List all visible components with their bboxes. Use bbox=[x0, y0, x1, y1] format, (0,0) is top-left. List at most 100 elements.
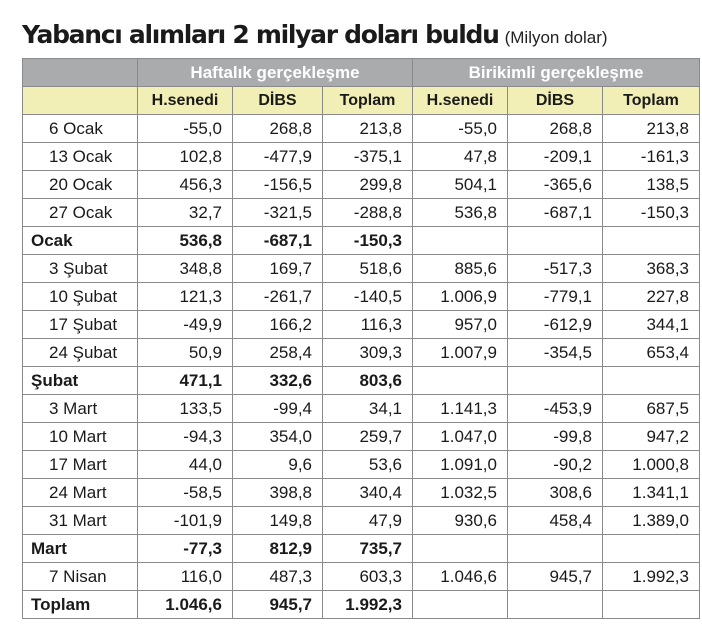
table-row: 24 Şubat 50,9 258,4 309,3 1.007,9 -354,5 653,4 bbox=[22, 338, 700, 367]
table-cell: -94,3 bbox=[137, 422, 233, 451]
table-cell: -779,1 bbox=[507, 282, 603, 311]
table-cell: -321,5 bbox=[232, 198, 323, 227]
row-label: 7 Nisan bbox=[22, 562, 138, 591]
table-cell: 149,8 bbox=[232, 506, 323, 535]
table-cell: 332,6 bbox=[232, 366, 323, 395]
table-cell: 344,1 bbox=[602, 310, 700, 339]
table-cell: 44,0 bbox=[137, 450, 233, 479]
table-cell: 133,5 bbox=[137, 394, 233, 423]
table-cell: 398,8 bbox=[232, 478, 323, 507]
table-cell: -55,0 bbox=[412, 114, 508, 143]
table-cell: 268,8 bbox=[507, 114, 603, 143]
row-label: Şubat bbox=[22, 366, 138, 395]
table-cell: -101,9 bbox=[137, 506, 233, 535]
table-cell: -517,3 bbox=[507, 254, 603, 283]
table-cell bbox=[602, 590, 700, 619]
table-cell: 213,8 bbox=[322, 114, 413, 143]
table-cell: 487,3 bbox=[232, 562, 323, 591]
table-cell: 518,6 bbox=[322, 254, 413, 283]
table-total-row: Şubat 471,1 332,6 803,6 bbox=[22, 366, 700, 395]
row-label: 17 Mart bbox=[22, 450, 138, 479]
table-cell: 1.141,3 bbox=[412, 394, 508, 423]
table-cell bbox=[412, 366, 508, 395]
table-row: 13 Ocak 102,8 -477,9 -375,1 47,8 -209,1 -161,3 bbox=[22, 142, 700, 171]
subtitle: (Milyon dolar) bbox=[504, 28, 608, 47]
column-header-row: H.senedi DİBS Toplam H.senedi DİBS Topla… bbox=[22, 86, 700, 115]
table-cell: 102,8 bbox=[137, 142, 233, 171]
table-cell: 166,2 bbox=[232, 310, 323, 339]
table-cell: 1.032,5 bbox=[412, 478, 508, 507]
table-cell: 53,6 bbox=[322, 450, 413, 479]
table-cell: 1.046,6 bbox=[137, 590, 233, 619]
table-cell: 50,9 bbox=[137, 338, 233, 367]
table-cell: 653,4 bbox=[602, 338, 700, 367]
table-cell: 1.007,9 bbox=[412, 338, 508, 367]
row-label: 13 Ocak bbox=[22, 142, 138, 171]
table-cell: -354,5 bbox=[507, 338, 603, 367]
table-cell: 34,1 bbox=[322, 394, 413, 423]
document: Yabancı alımları 2 milyar doları buldu (M… bbox=[22, 14, 700, 619]
row-label: 6 Ocak bbox=[22, 114, 138, 143]
table-cell: 354,0 bbox=[232, 422, 323, 451]
table-cell: 456,3 bbox=[137, 170, 233, 199]
row-label: 20 Ocak bbox=[22, 170, 138, 199]
table-cell: 1.091,0 bbox=[412, 450, 508, 479]
table-row: 10 Şubat 121,3 -261,7 -140,5 1.006,9 -779,1 22… bbox=[22, 282, 700, 311]
table-cell: 116,0 bbox=[137, 562, 233, 591]
table-cell: 121,3 bbox=[137, 282, 233, 311]
table-cell: 1.992,3 bbox=[322, 590, 413, 619]
table-cell: 504,1 bbox=[412, 170, 508, 199]
column-header: H.senedi bbox=[412, 86, 508, 115]
table-cell: 299,8 bbox=[322, 170, 413, 199]
table-cell bbox=[602, 366, 700, 395]
table-cell: -156,5 bbox=[232, 170, 323, 199]
table-cell: -150,3 bbox=[602, 198, 700, 227]
table-cell: 735,7 bbox=[322, 534, 413, 563]
table-cell: 340,4 bbox=[322, 478, 413, 507]
table-cell: -161,3 bbox=[602, 142, 700, 171]
table-cell: 812,9 bbox=[232, 534, 323, 563]
table-cell: 1.992,3 bbox=[602, 562, 700, 591]
table-row: 3 Şubat 348,8 169,7 518,6 885,6 -517,3 368,3 bbox=[22, 254, 700, 283]
table-body: 6 Ocak -55,0 268,8 213,8 -55,0 268,8 213,8 13 O… bbox=[22, 114, 700, 619]
title-row: Yabancı alımları 2 milyar doları buldu (M… bbox=[22, 14, 699, 58]
column-header: H.senedi bbox=[137, 86, 233, 115]
table-cell: -612,9 bbox=[507, 310, 603, 339]
row-label: 3 Şubat bbox=[22, 254, 138, 283]
table-cell: 945,7 bbox=[507, 562, 603, 591]
table-cell: 309,3 bbox=[322, 338, 413, 367]
group-header-row: Haftalık gerçekleşme Birikimli gerçekleş… bbox=[22, 58, 700, 87]
table-cell: -90,2 bbox=[507, 450, 603, 479]
table-row: 17 Mart 44,0 9,6 53,6 1.091,0 -90,2 1.000,8 bbox=[22, 450, 700, 479]
table-cell: 138,5 bbox=[602, 170, 700, 199]
table-row: 3 Mart 133,5 -99,4 34,1 1.141,3 -453,9 687,5 bbox=[22, 394, 700, 423]
column-header: DİBS bbox=[232, 86, 323, 115]
table-row: 31 Mart -101,9 149,8 47,9 930,6 458,4 1.389,0 bbox=[22, 506, 700, 535]
table-cell: 1.341,1 bbox=[602, 478, 700, 507]
row-label: Toplam bbox=[22, 590, 138, 619]
table-cell bbox=[507, 226, 603, 255]
table-cell: 169,7 bbox=[232, 254, 323, 283]
table-row: 24 Mart -58,5 398,8 340,4 1.032,5 308,6 1.341,… bbox=[22, 478, 700, 507]
table-row: 7 Nisan 116,0 487,3 603,3 1.046,6 945,7 1.992,… bbox=[22, 562, 700, 591]
table-cell bbox=[412, 590, 508, 619]
table-row: 6 Ocak -55,0 268,8 213,8 -55,0 268,8 213,8 bbox=[22, 114, 700, 143]
page-title: Yabancı alımları 2 milyar doları buldu (M… bbox=[22, 20, 608, 49]
table-cell: -477,9 bbox=[232, 142, 323, 171]
group-header-cumulative: Birikimli gerçekleşme bbox=[412, 58, 700, 87]
table-cell: -55,0 bbox=[137, 114, 233, 143]
title-text: Yabancı alımları 2 milyar doları buldu bbox=[22, 20, 500, 49]
table-cell: 687,5 bbox=[602, 394, 700, 423]
table-cell: 368,3 bbox=[602, 254, 700, 283]
table-cell bbox=[412, 534, 508, 563]
table-cell: 213,8 bbox=[602, 114, 700, 143]
table-cell: 1.389,0 bbox=[602, 506, 700, 535]
table-row: 17 Şubat -49,9 166,2 116,3 957,0 -612,9 344,1 bbox=[22, 310, 700, 339]
row-label: 24 Mart bbox=[22, 478, 138, 507]
row-label: Mart bbox=[22, 534, 138, 563]
table-cell: -261,7 bbox=[232, 282, 323, 311]
table-cell: 471,1 bbox=[137, 366, 233, 395]
row-label: 10 Mart bbox=[22, 422, 138, 451]
table-cell: 268,8 bbox=[232, 114, 323, 143]
row-label: 17 Şubat bbox=[22, 310, 138, 339]
